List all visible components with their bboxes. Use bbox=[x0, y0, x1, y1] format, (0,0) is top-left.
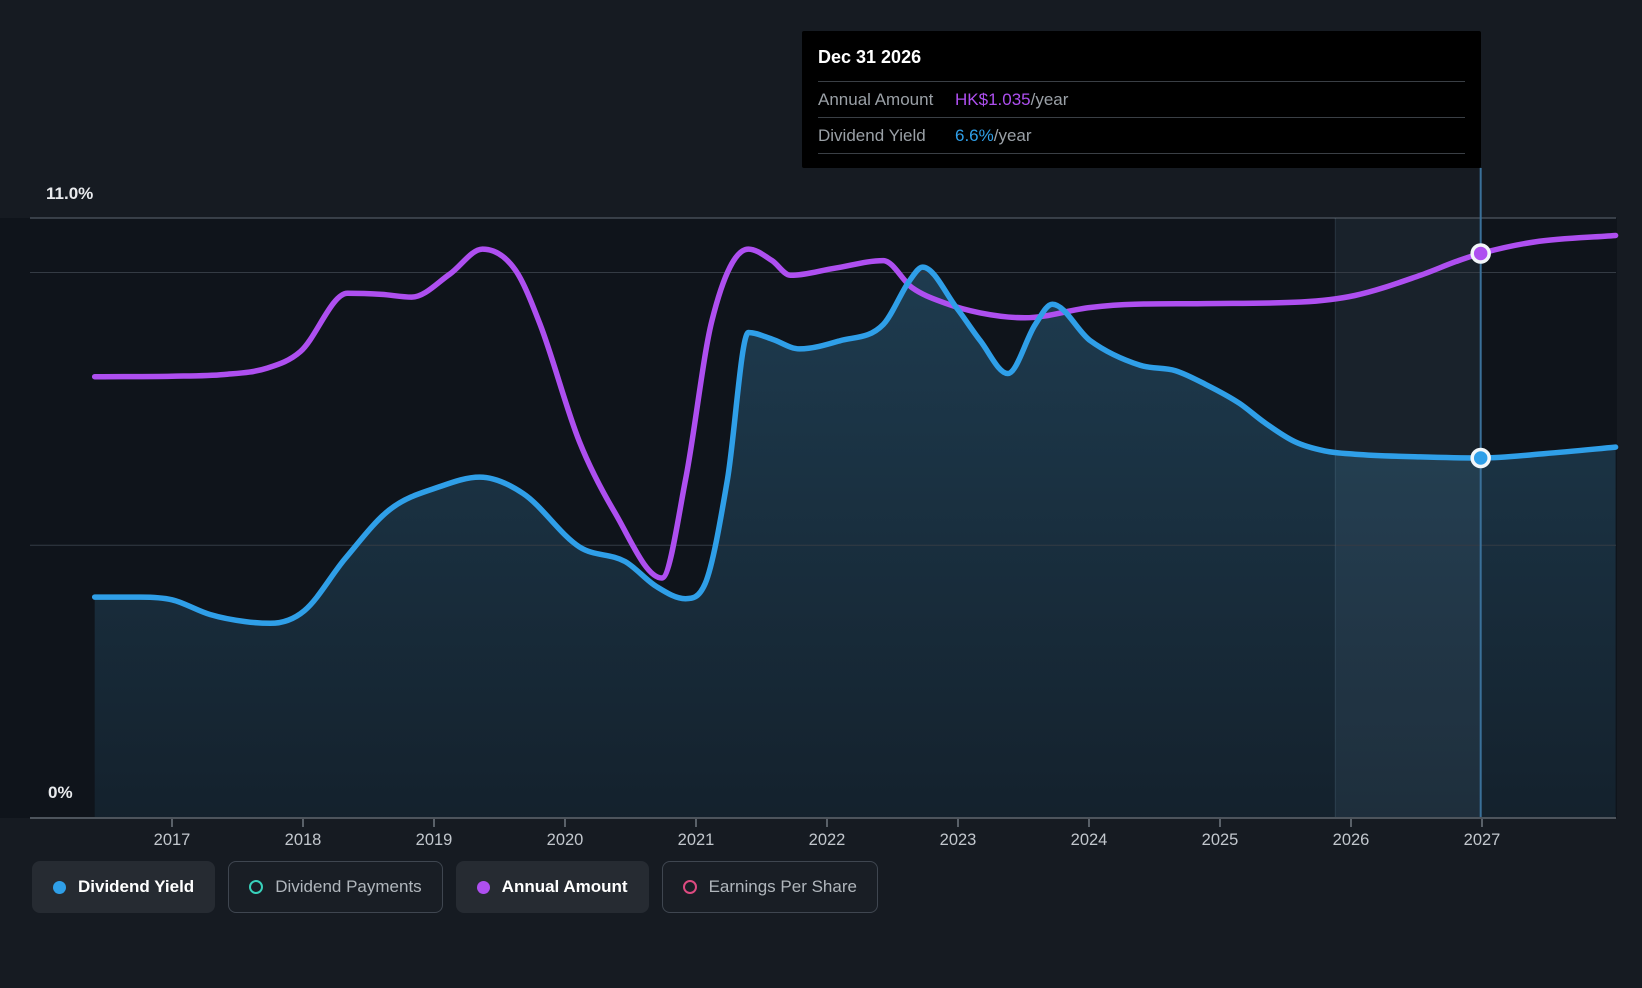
tooltip-label-dividend-yield: Dividend Yield bbox=[818, 126, 926, 145]
legend-toggle-earnings-per-share[interactable]: Earnings Per Share bbox=[661, 861, 878, 913]
legend-label: Annual Amount bbox=[501, 877, 628, 896]
tooltip-date: Dec 31 2026 bbox=[818, 31, 1465, 82]
annual-amount-dot-icon bbox=[476, 880, 490, 894]
y-axis-max-label: 11.0% bbox=[46, 184, 94, 203]
year-label-2026: 2026 bbox=[1332, 831, 1370, 849]
tooltip-suffix-dividend-yield: /year bbox=[993, 126, 1032, 145]
year-label-2019: 2019 bbox=[415, 831, 453, 849]
forecast-highlight-band bbox=[1335, 218, 1481, 818]
legend-label: Earnings Per Share bbox=[708, 877, 857, 896]
year-label-2024: 2024 bbox=[1070, 831, 1108, 849]
x-axis bbox=[30, 817, 1616, 827]
dividend-yield-area bbox=[94, 267, 1616, 819]
legend-label: Dividend Yield bbox=[78, 877, 195, 896]
chart-legend: Dividend Yield Dividend Payments Annual … bbox=[32, 861, 878, 913]
year-label-2023: 2023 bbox=[939, 831, 977, 849]
dividend-yield-marker-dot[interactable] bbox=[1470, 447, 1491, 469]
dividend-yield-line[interactable] bbox=[91, 264, 1619, 627]
legend-toggle-annual-amount[interactable]: Annual Amount bbox=[455, 861, 649, 913]
tooltip-value-annual-amount: HK$1.035 bbox=[955, 90, 1031, 109]
dividend-yield-dot-icon bbox=[53, 880, 66, 894]
annual-amount-line[interactable] bbox=[91, 232, 1619, 581]
tooltip-row-dividend-yield: Dividend Yield 6.6%/year bbox=[818, 118, 1465, 154]
year-label-2025: 2025 bbox=[1201, 831, 1239, 849]
year-label-2021: 2021 bbox=[677, 831, 715, 849]
tooltip-suffix-annual-amount: /year bbox=[1030, 90, 1069, 109]
year-label-2022: 2022 bbox=[808, 831, 846, 849]
year-label-2027: 2027 bbox=[1463, 831, 1501, 849]
chart-tooltip: Dec 31 2026 Annual Amount HK$1.035/year … bbox=[802, 31, 1481, 168]
legend-toggle-dividend-payments[interactable]: Dividend Payments bbox=[228, 861, 443, 913]
year-label-2020: 2020 bbox=[546, 831, 584, 849]
year-label-2018: 2018 bbox=[284, 831, 322, 849]
tooltip-row-annual-amount: Annual Amount HK$1.035/year bbox=[818, 82, 1465, 118]
tooltip-label-annual-amount: Annual Amount bbox=[818, 90, 934, 109]
legend-label: Dividend Payments bbox=[275, 877, 422, 896]
legend-toggle-dividend-yield[interactable]: Dividend Yield bbox=[32, 861, 216, 913]
annual-amount-marker-dot[interactable] bbox=[1470, 243, 1491, 264]
tooltip-value-dividend-yield: 6.6% bbox=[955, 126, 994, 145]
earnings-per-share-ring-icon bbox=[682, 880, 697, 894]
dividend-payments-ring-icon bbox=[249, 880, 264, 894]
y-axis-min-label: 0% bbox=[48, 783, 73, 802]
year-label-2017: 2017 bbox=[153, 831, 191, 849]
